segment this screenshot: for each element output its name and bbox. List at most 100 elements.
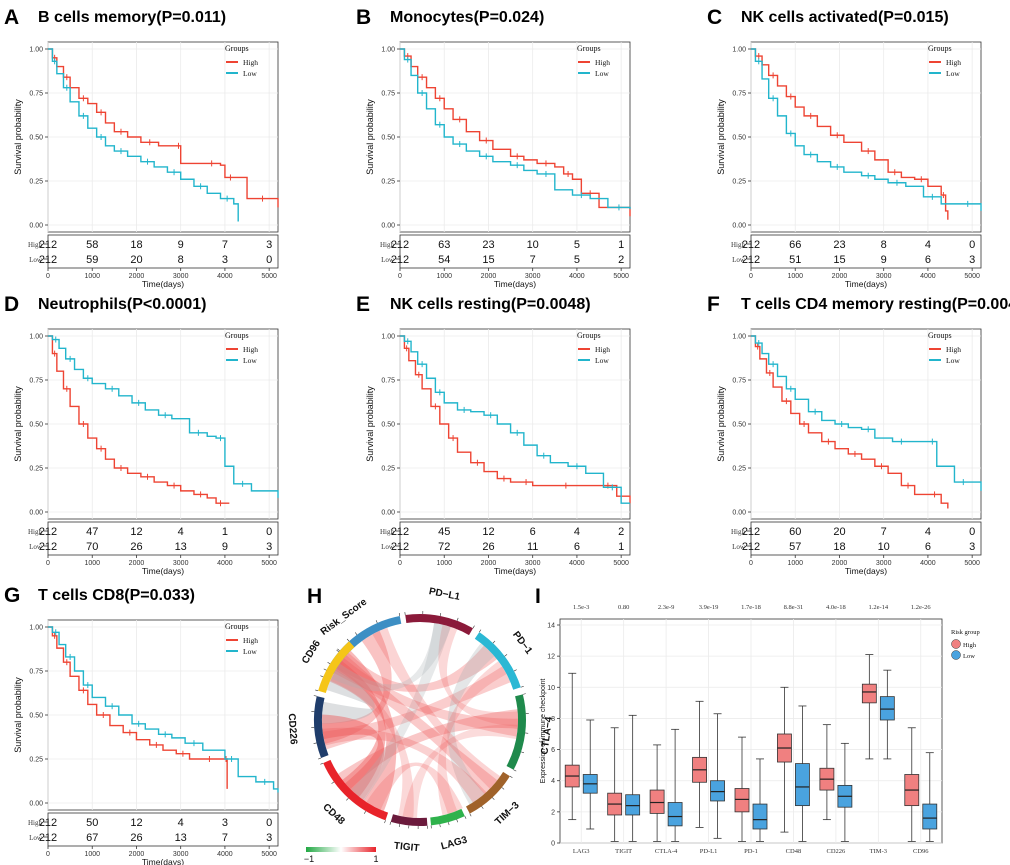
risk-row-label-low: Low xyxy=(29,834,43,842)
chord-ribbon xyxy=(438,624,518,727)
x-tick-label: 1000 xyxy=(436,273,452,280)
legend-title: Groups xyxy=(928,331,952,340)
chord-sector xyxy=(466,771,510,814)
y-tick-label: 0.00 xyxy=(732,510,746,517)
x-tick-label: 0 xyxy=(46,851,50,858)
box-high xyxy=(734,788,750,813)
risk-value-low: 0 xyxy=(266,254,272,266)
chord-sector-label: CD48 xyxy=(320,802,347,828)
x-tick-label: 3000 xyxy=(173,851,189,858)
risk-value-high: 23 xyxy=(482,239,494,251)
chord-tick xyxy=(492,640,496,644)
y-axis-label: Expression of immune checkpoint xyxy=(540,679,547,784)
pvalue-label: 2.3e-9 xyxy=(658,604,674,611)
risk-table xyxy=(47,812,279,847)
km-panel-b: B Monocytes(P=0.024) 0.00 0.25 0.50 0.75 1.00 S… xyxy=(356,6,631,289)
chord-tick xyxy=(521,751,525,754)
panel-title: B cells memory(P=0.011) xyxy=(38,9,226,26)
risk-row-label-low: Low xyxy=(29,256,43,264)
x-category-label: PD-1 xyxy=(744,848,758,855)
y-tick-label: 14 xyxy=(547,623,555,630)
chord-sector xyxy=(405,614,473,636)
x-tick-label: 0 xyxy=(46,560,50,567)
risk-table xyxy=(399,521,631,556)
km-curve-high xyxy=(751,48,949,220)
panel-title: T cells CD8(P=0.033) xyxy=(38,587,195,604)
box-low xyxy=(667,802,683,827)
legend-title: Groups xyxy=(225,331,249,340)
chord-ribbon xyxy=(336,650,397,812)
chord-sector-label: PD−L1 xyxy=(428,586,461,603)
y-tick-label: 0.75 xyxy=(732,378,746,385)
x-tick-label: 5000 xyxy=(964,273,980,280)
x-category-label: CTLA-4 xyxy=(655,848,678,855)
risk-value-low: 7 xyxy=(530,254,536,266)
risk-table xyxy=(750,234,982,269)
x-tick-label: 3000 xyxy=(876,560,892,567)
chord-ribbon xyxy=(322,669,375,725)
panel-title: Neutrophils(P<0.0001) xyxy=(38,296,207,313)
legend-title: Groups xyxy=(225,44,249,53)
chord-tick xyxy=(327,661,331,665)
x-axis-label: Time(days) xyxy=(142,857,184,865)
risk-value-high: 18 xyxy=(130,239,142,251)
y-tick-label: 0.50 xyxy=(29,422,43,429)
chord-sector xyxy=(506,694,526,770)
risk-row-label-high: High xyxy=(731,241,746,249)
risk-value-high: 45 xyxy=(438,526,450,538)
km-panel-a: A B cells memory(P=0.011) 0.00 0.25 0.50 0.75… xyxy=(4,6,279,289)
legend-label-low: Low xyxy=(243,356,257,365)
chord-tick xyxy=(398,612,401,617)
x-tick-label: 0 xyxy=(46,273,50,280)
panel-letter: E xyxy=(356,293,370,316)
y-tick-label: 1.00 xyxy=(732,334,746,341)
legend-title: Groups xyxy=(577,331,601,340)
km-curve-high xyxy=(48,626,228,789)
y-tick-label: 0.25 xyxy=(29,757,43,764)
box-high xyxy=(861,683,877,704)
risk-value-low: 72 xyxy=(438,541,450,553)
x-tick-label: 1000 xyxy=(84,273,100,280)
risk-row-label-low: Low xyxy=(732,543,746,551)
panel-letter: G xyxy=(4,584,20,607)
chord-tick xyxy=(346,638,350,642)
chord-tick xyxy=(479,629,482,633)
y-tick-label: 1.00 xyxy=(381,47,395,54)
x-category-label: CD48 xyxy=(786,848,802,855)
risk-value-low: 212 xyxy=(39,541,57,553)
chord-tick xyxy=(354,632,358,635)
y-tick-label: 1.00 xyxy=(29,334,43,341)
km-curve-high xyxy=(400,48,631,217)
chord-tick xyxy=(492,797,495,800)
legend-label-low: Low xyxy=(946,69,960,78)
risk-value-high: 47 xyxy=(86,526,98,538)
chord-tick xyxy=(448,822,450,826)
x-axis-label: Time(days) xyxy=(494,566,536,576)
chord-tick xyxy=(398,823,401,828)
x-tick-label: 1000 xyxy=(787,273,803,280)
risk-value-low: 1 xyxy=(618,541,624,553)
chord-ribbon xyxy=(322,666,511,750)
x-tick-label: 2000 xyxy=(481,560,497,567)
risk-value-high: 58 xyxy=(86,239,98,251)
legend-label-low: Low xyxy=(243,69,257,78)
risk-table xyxy=(750,521,982,556)
x-tick-label: 1000 xyxy=(84,560,100,567)
chord-tick xyxy=(315,689,319,692)
x-tick-label: 4000 xyxy=(569,560,585,567)
risk-value-low: 26 xyxy=(130,832,142,844)
legend-label-high: High xyxy=(595,58,610,67)
risk-value-high: 0 xyxy=(266,526,272,538)
chord-tick xyxy=(389,821,392,825)
x-tick-label: 5000 xyxy=(613,273,629,280)
km-curve-low xyxy=(48,335,279,498)
risk-value-high: 1 xyxy=(618,239,624,251)
panel-title: NK cells resting(P=0.0048) xyxy=(390,296,591,313)
chord-ribbon xyxy=(338,709,518,790)
y-tick-label: 0.00 xyxy=(29,510,43,517)
risk-value-high: 4 xyxy=(178,526,184,538)
y-tick-label: 1.00 xyxy=(732,47,746,54)
y-tick-label: 8 xyxy=(551,716,555,723)
chord-ribbon xyxy=(372,627,501,789)
x-tick-label: 1000 xyxy=(787,560,803,567)
